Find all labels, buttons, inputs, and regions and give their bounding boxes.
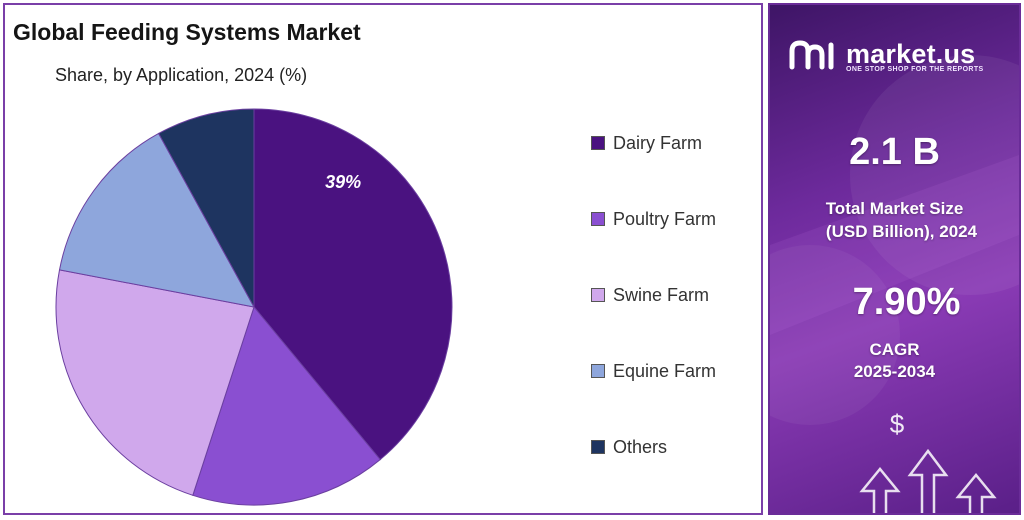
legend-item-dairy-farm: Dairy Farm [591,130,702,156]
legend-label: Swine Farm [613,284,710,305]
legend-swatch [591,136,605,150]
legend-label: Dairy Farm [613,132,702,153]
cagr-label-line2: 2025-2034 [853,362,936,381]
market-size-value: 2.1 B [849,131,940,173]
pie-chart: 39% [55,108,453,506]
brand-name: market.us [846,38,976,69]
pie-slice-others [157,108,255,308]
pie-slice-poultry-farm [192,305,381,506]
legend-item-poultry-farm: Poultry Farm [591,206,716,232]
cagr-label-line1: CAGR [869,340,920,359]
legend-label: Poultry Farm [613,208,717,229]
market-size-label-line2: (USD Billion), 2024 [825,222,978,241]
legend-item-others: Others [591,434,667,460]
legend-item-equine-farm: Equine Farm [591,358,716,384]
chart-subtitle: Share, by Application, 2024 (%) [55,65,308,85]
legend-swatch [591,440,605,454]
legend-item-swine-farm: Swine Farm [591,282,709,308]
legend-label: Others [613,436,668,457]
data-label-dairy-farm: 39% [325,172,361,192]
legend-swatch [591,364,605,378]
pie-slice-swine-farm [55,269,255,496]
summary-panel: market.us ONE STOP SHOP FOR THE REPORTS … [768,3,1021,515]
legend-swatch [591,288,605,302]
dollar-growth-arrows-icon: $ [859,409,997,513]
background-decoration [770,55,1019,425]
chart-panel: Global Feeding Systems Market Share, by … [3,3,763,515]
legend-swatch [591,212,605,226]
chart-title: Global Feeding Systems Market [13,19,361,45]
market-us-logo-icon [789,40,834,70]
dollar-symbol: $ [890,409,905,439]
legend-label: Equine Farm [613,360,717,381]
pie-slice-dairy-farm [253,108,453,461]
cagr-value: 7.90% [852,281,961,323]
market-size-label-line1: Total Market Size [825,199,964,218]
brand-logo-block: market.us [788,37,975,71]
pie-slice-equine-farm [58,132,255,308]
brand-tagline: ONE STOP SHOP FOR THE REPORTS [846,66,984,73]
